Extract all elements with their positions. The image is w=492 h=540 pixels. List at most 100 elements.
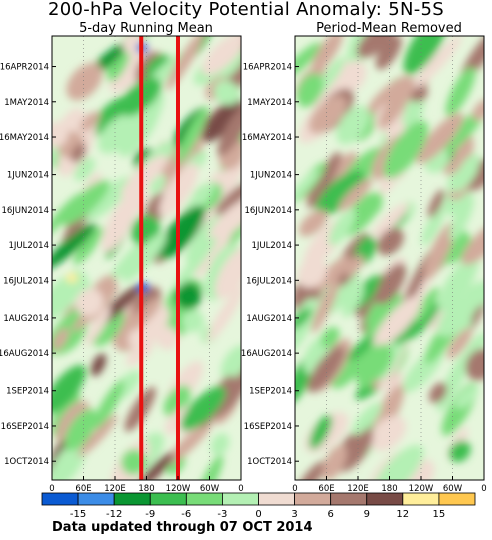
anomaly-blob [87,96,129,138]
anomaly-blob [449,195,475,241]
anomaly-blob [106,42,131,82]
anomaly-blob [413,36,462,89]
anomaly-blob [375,263,407,305]
y-tick-label: 16JUL2014 [246,276,292,286]
x-tick-label: 60E [318,484,334,494]
extreme-spot [137,282,150,293]
anomaly-blob [165,36,205,91]
y-tick-label: 1OCT2014 [4,457,49,467]
anomaly-blob [128,305,170,349]
colorbar-label: 3 [291,509,297,520]
colorbar-swatch [402,492,440,506]
anomaly-blob [372,444,424,480]
colorbar-label: -15 [70,509,86,520]
anomaly-blob [464,332,484,357]
y-tick-label: 16AUG2014 [241,349,292,359]
anomaly-blob [79,111,101,132]
anomaly-blob [138,452,174,480]
y-tick-label: 1JUL2014 [251,241,292,251]
y-tick-label: 1MAY2014 [4,98,49,108]
anomaly-blob [311,36,343,74]
colorbar-label: 9 [364,509,370,520]
footer-note: Data updated through 07 OCT 2014 [52,520,313,535]
anomaly-blob [307,151,341,209]
y-tick-label: 1AUG2014 [3,314,49,324]
chart-title: 200-hPa Velocity Potential Anomaly: 5N-5… [48,0,444,20]
anomaly-blob [403,36,448,75]
anomaly-blob [461,222,484,265]
anomaly-blob [214,246,241,299]
anomaly-blob [181,310,205,333]
anomaly-blob [472,99,484,121]
x-tick-label: 60W [443,484,463,494]
right-panel-subtitle: Period-Mean Removed [316,21,462,36]
anomaly-blob [311,279,340,333]
anomaly-blob [371,202,409,239]
left-panel-field [52,36,241,480]
y-tick-label: 16JUN2014 [244,206,292,216]
anomaly-blob [365,291,403,333]
x-tick-label: 120W [409,484,434,494]
anomaly-blob [414,287,439,323]
anomaly-blob [455,385,479,409]
anomaly-blob [156,326,179,350]
colorbar-label: 15 [433,509,446,520]
anomaly-blob [60,180,110,226]
anomaly-blob [52,327,69,351]
anomaly-blob [345,254,364,277]
anomaly-blob [296,73,324,108]
anomaly-blob [75,288,104,317]
x-tick-label: 180 [381,484,397,494]
anomaly-blob [220,345,241,381]
colorbar-swatch [149,492,187,506]
anomaly-blob [416,112,464,164]
y-tick-label: 1JUN2014 [250,171,292,181]
x-tick-label: 0 [481,484,486,494]
anomaly-blob [77,414,118,457]
anomaly-blob [338,178,373,212]
colorbar-swatch [77,492,115,506]
anomaly-blob [217,101,241,157]
anomaly-blob [52,122,69,148]
anomaly-blob [465,348,484,381]
anomaly-blob [66,63,103,101]
anomaly-blob [351,402,383,435]
anomaly-blob [435,107,484,160]
anomaly-blob [375,36,402,70]
anomaly-blob [157,205,206,259]
anomaly-blob [52,222,96,270]
anomaly-blob [298,209,328,237]
anomaly-blob [120,154,168,198]
anomaly-blob [315,255,351,291]
extreme-spot [66,273,78,283]
anomaly-blob [379,78,415,129]
anomaly-blob [309,414,333,450]
anomaly-blob [64,408,97,451]
y-tick-label: 16MAY2014 [0,133,49,143]
anomaly-blob [201,36,241,76]
anomaly-blob [339,60,367,93]
anomaly-blob [437,254,479,312]
anomaly-blob [98,114,138,154]
left-panel-subtitle: 5-day Running Mean [79,21,213,36]
anomaly-blob [215,182,241,216]
anomaly-blob [295,308,312,330]
y-tick-label: 1JUL2014 [8,241,49,251]
y-tick-label: 16JUL2014 [3,276,49,286]
y-tick-label: 1AUG2014 [246,314,292,324]
y-tick-label: 16APR2014 [243,63,292,73]
anomaly-blob [52,439,87,480]
anomaly-blob [427,189,445,218]
anomaly-blob [73,226,104,265]
anomaly-blob [369,415,407,451]
anomaly-blob [347,335,375,361]
y-tick-label: 1JUN2014 [7,171,49,181]
y-tick-label: 16AUG2014 [0,349,49,359]
anomaly-blob [446,327,473,359]
y-tick-label: 1OCT2014 [247,457,292,467]
colorbar-swatch [366,492,404,506]
colorbar-swatch [438,492,476,506]
x-tick-label: 0 [49,484,54,494]
y-tick-label: 16APR2014 [0,63,49,73]
anomaly-blob [174,282,202,310]
